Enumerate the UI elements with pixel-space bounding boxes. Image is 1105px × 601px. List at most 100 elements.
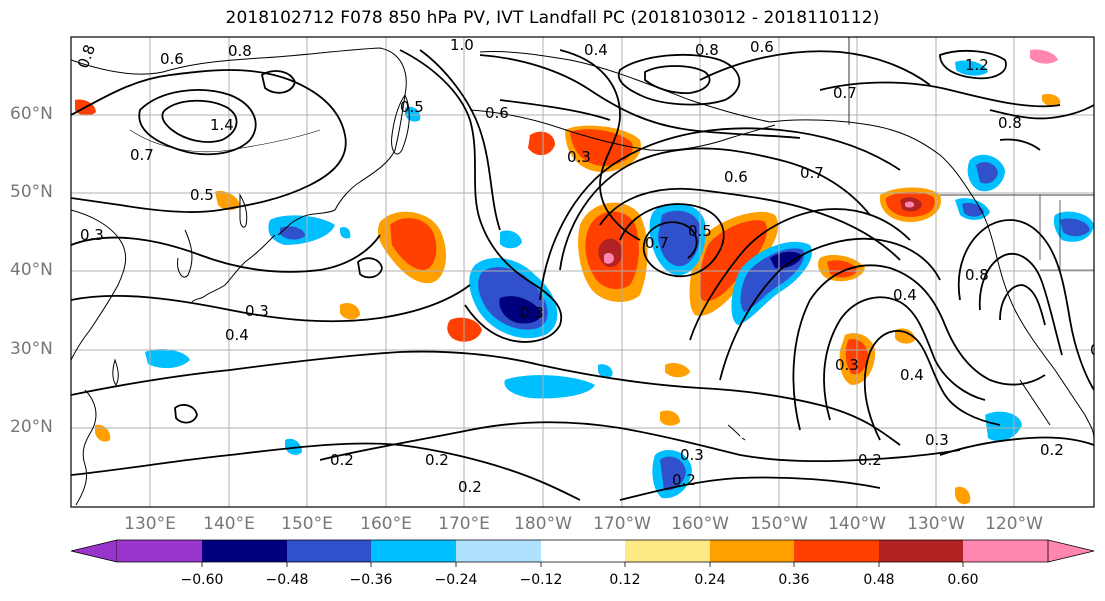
lat-label: 20°N (10, 417, 53, 437)
contour-line (939, 50, 1007, 80)
pv-positive-patch (660, 410, 680, 426)
korea-coastline (177, 229, 193, 278)
pv-positive-patch (570, 129, 633, 166)
contour-label: 0.2 (858, 451, 882, 469)
pv-positive-patch (1042, 94, 1061, 107)
colorbar-segment (456, 540, 541, 562)
contour-line (71, 234, 381, 273)
contour-line (999, 138, 1041, 151)
contour-label: 0.5 (400, 98, 424, 116)
contour-label: 0.4 (584, 41, 608, 59)
pv-negative-patch (976, 162, 998, 184)
contour-line (71, 442, 581, 501)
colorbar-tick-label: −0.48 (265, 572, 309, 588)
baja-coastline (1019, 379, 1051, 426)
colorbar-tick-label: 0.36 (778, 572, 810, 588)
contour-line (863, 330, 1001, 441)
lon-label: 160°W (671, 514, 729, 534)
pv-positive-patch (827, 260, 858, 278)
pv-negative-patch (145, 349, 190, 369)
colorbar-segment (794, 540, 879, 562)
contour-label: 0.3 (835, 356, 859, 374)
contour-line (419, 49, 501, 231)
alaska-coastline (479, 51, 771, 123)
china-coastline (71, 209, 127, 361)
colorbar (70, 539, 1095, 567)
contour-label: 0.6 (724, 168, 748, 186)
contour-line (978, 253, 1063, 356)
contour-line (823, 296, 986, 421)
pv-negative-patch (500, 230, 522, 249)
lon-label: 180°W (514, 514, 572, 534)
contour-label: 0.8 (74, 42, 99, 71)
contour-label: 0.4 (225, 326, 249, 344)
lon-label: 170°W (593, 514, 651, 534)
contour-label: 0.6 (1090, 341, 1105, 359)
contour-line (599, 187, 901, 261)
contour-line (644, 65, 711, 94)
contour-label: 0.5 (190, 186, 214, 204)
contour-label: 0.8 (228, 42, 252, 60)
pv-positive-patch (665, 362, 690, 378)
contour-label: 0.3 (925, 431, 949, 449)
colorbar-segment (879, 540, 963, 562)
lon-label: 130°W (907, 514, 965, 534)
aleutian-islands (469, 109, 776, 151)
contour-label: 0.2 (672, 471, 696, 489)
colorbar-tick-label: −0.24 (434, 572, 478, 588)
colorbar-tick-label: −0.36 (349, 572, 393, 588)
contour-label: 1.4 (210, 116, 234, 134)
map-frame (70, 36, 1095, 508)
contour-label: 0.3 (80, 226, 104, 244)
contour-label: 0.8 (695, 41, 719, 59)
pv-negative-patch (598, 364, 613, 378)
russia-china-border (129, 129, 321, 153)
colorbar-tick-label: −0.12 (519, 572, 563, 588)
contour-line (399, 49, 563, 343)
pv-positive-patch (895, 328, 915, 344)
colorbar-segment (963, 540, 1048, 562)
lon-label: 120°W (985, 514, 1043, 534)
contour-label: 0.2 (330, 451, 354, 469)
contour-label: 0.2 (425, 451, 449, 469)
pv-negative-patch (955, 60, 988, 76)
lon-label: 140°W (828, 514, 886, 534)
taiwan-coastline (112, 358, 119, 386)
contour-label: 0.4 (900, 366, 924, 384)
contour-line (792, 264, 1046, 431)
contour-line (719, 237, 941, 381)
philippines-coastline (75, 389, 97, 506)
contour-line (479, 54, 801, 139)
contour-line (819, 81, 1061, 108)
contour-line (989, 104, 1094, 120)
pv-positive-patch (95, 424, 111, 442)
contour-labels: 0.8 0.6 0.8 1.0 0.4 0.8 0.6 1.2 1.4 0.7 … (74, 36, 1105, 496)
contour-label: 0.6 (160, 50, 184, 68)
contour-label: 0.6 (485, 104, 509, 122)
lon-label: 160°E (360, 514, 412, 534)
contour-line (138, 89, 257, 156)
colorbar-segment (1047, 539, 1095, 563)
contour-line (617, 53, 741, 106)
contour-line (319, 421, 961, 463)
contour-label: 0.7 (833, 84, 857, 102)
pv-negative-patch (985, 411, 1022, 442)
contour-line (619, 203, 725, 278)
lon-label: 150°E (281, 514, 333, 534)
pv-positive-patch (699, 220, 768, 302)
contour-line (71, 69, 347, 213)
contour-label: 0.4 (893, 286, 917, 304)
colorbar-tick-label: 0.12 (609, 572, 641, 588)
contour-label: 1.0 (450, 36, 474, 54)
lat-label: 30°N (10, 339, 53, 359)
shading-layer (75, 49, 1094, 505)
hawaii-islands (727, 424, 746, 441)
pv-negative-patch (1030, 49, 1058, 64)
contour-line (957, 219, 1094, 391)
contour-label: 0.5 (688, 222, 712, 240)
pv-negative-patch (285, 438, 302, 455)
contour-line (174, 404, 198, 424)
pv-negative-patch (1060, 218, 1090, 237)
contour-label: 1.2 (965, 56, 989, 74)
